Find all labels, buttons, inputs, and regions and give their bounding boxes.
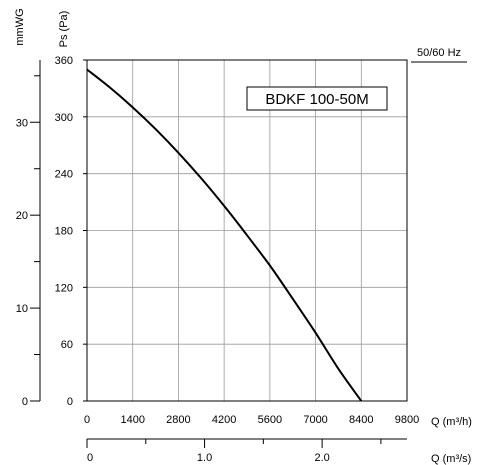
flow-h-tick-label: 5600 bbox=[258, 414, 282, 426]
flow-h-tick-label: 1400 bbox=[120, 414, 144, 426]
mmwg-tick-label: 30 bbox=[16, 117, 28, 129]
flow-s-tick-label: 0 bbox=[87, 452, 93, 464]
flow-h-axis-title: Q (m³/h) bbox=[431, 416, 472, 428]
mmwg-tick-label: 20 bbox=[16, 210, 28, 222]
flow-h-tick-label: 2800 bbox=[166, 414, 190, 426]
pa-tick-label: 0 bbox=[67, 396, 73, 408]
frequency-label: 50/60 Hz bbox=[417, 47, 461, 59]
grid-lines bbox=[86, 59, 408, 402]
pa-tick-label: 180 bbox=[55, 226, 73, 238]
flow-h-tick-label: 4200 bbox=[212, 414, 236, 426]
pa-axis-title: Ps (Pa) bbox=[58, 11, 70, 48]
series-layer bbox=[86, 68, 363, 402]
flow-h-tick-label: 7000 bbox=[303, 414, 327, 426]
mmwg-tick-label: 0 bbox=[22, 396, 28, 408]
model-label-box bbox=[246, 86, 388, 111]
mmwg-tick-label: 10 bbox=[16, 303, 28, 315]
flow-h-tick-label: 9800 bbox=[395, 414, 419, 426]
pa-tick-label: 240 bbox=[55, 169, 73, 181]
flow-h-tick-label: 0 bbox=[84, 414, 90, 426]
fan-curve-line bbox=[86, 68, 363, 402]
flow-h-tick-label: 8400 bbox=[349, 414, 373, 426]
flow-s-tick-label: 2.0 bbox=[314, 452, 329, 464]
flow-s-tick-label: 1.0 bbox=[197, 452, 212, 464]
pa-tick-label: 300 bbox=[55, 112, 73, 124]
mmwg-axis-title: mmWG bbox=[14, 8, 26, 45]
pa-tick-label: 360 bbox=[55, 55, 73, 67]
pa-tick-label: 120 bbox=[55, 282, 73, 294]
model-label: BDKF 100-50M bbox=[265, 91, 368, 108]
pa-tick-label: 60 bbox=[61, 339, 73, 351]
flow-s-axis-title: Q (m³/s) bbox=[431, 453, 471, 465]
